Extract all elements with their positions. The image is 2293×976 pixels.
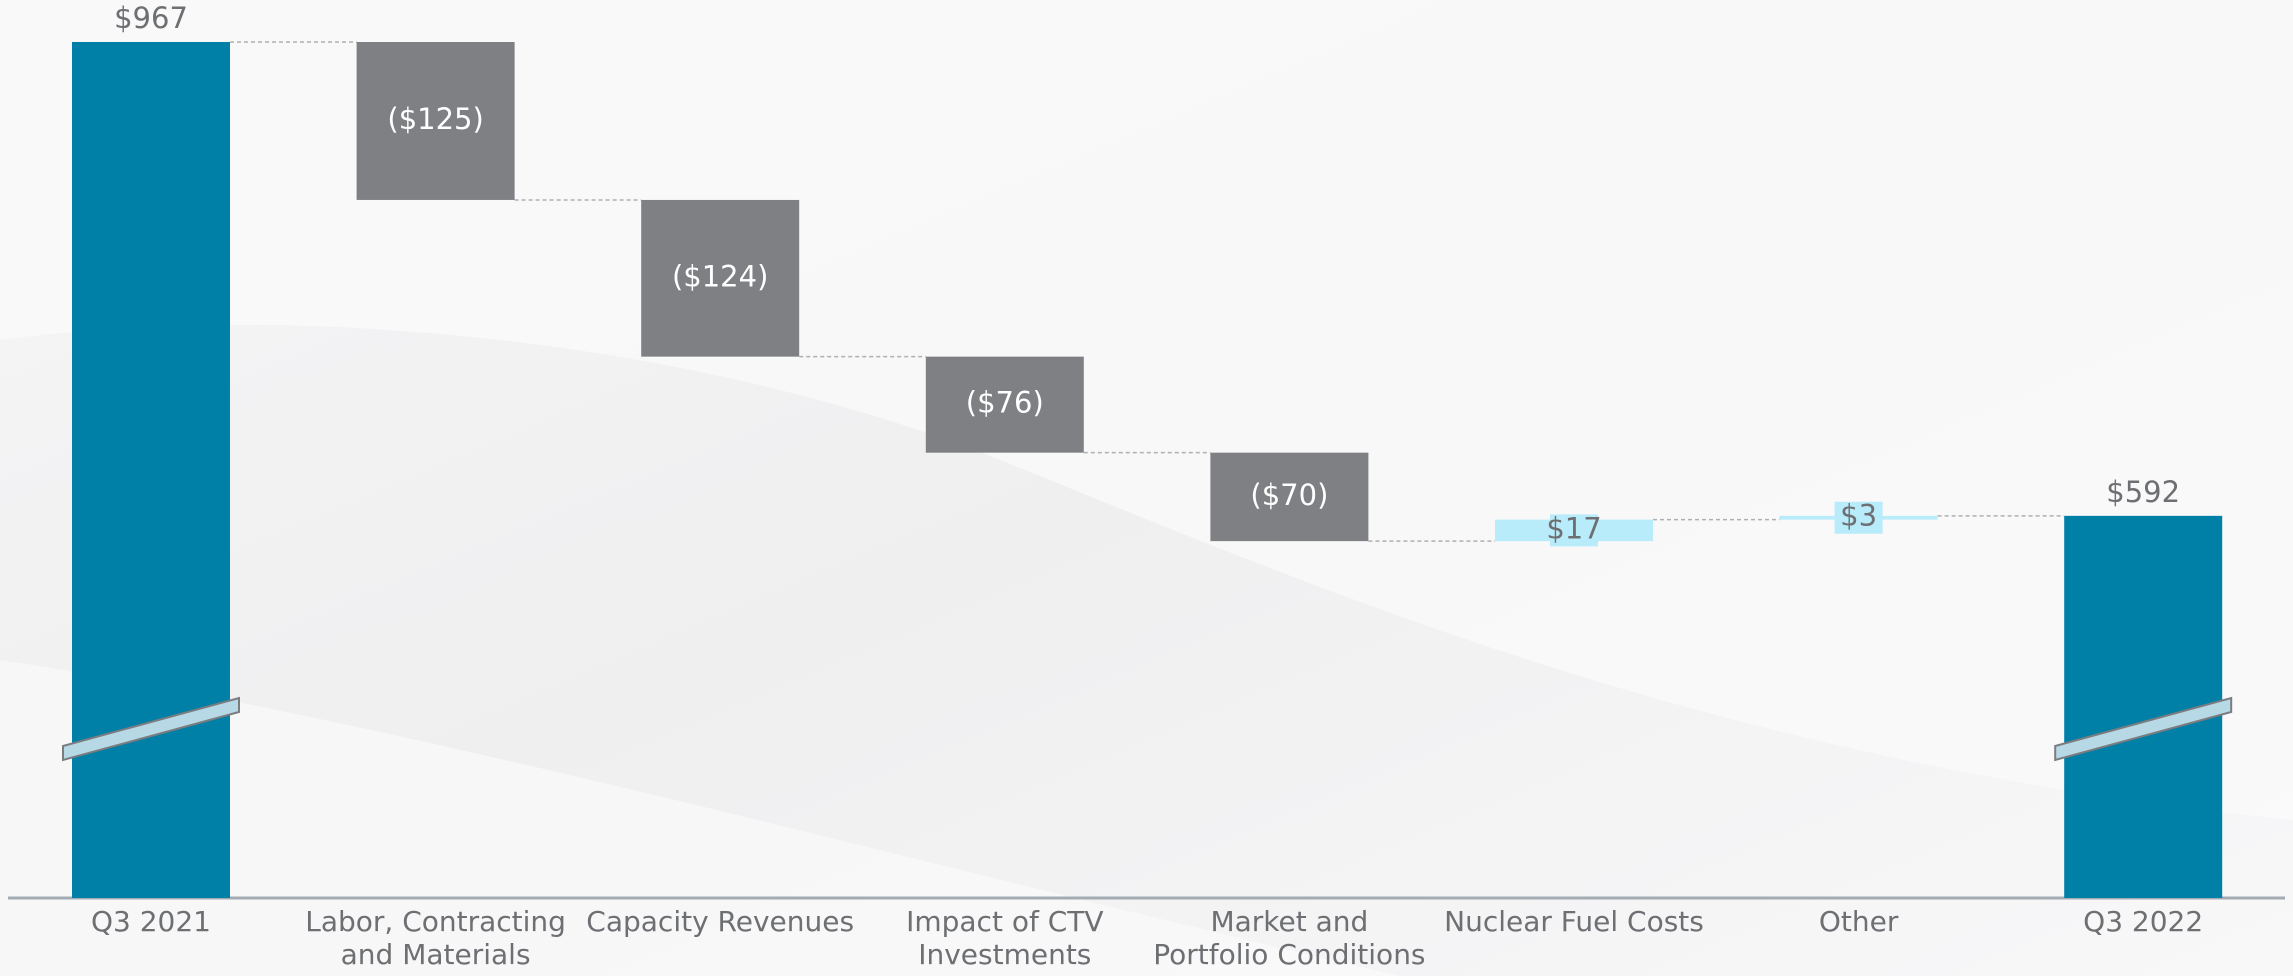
- value-label: ($125): [387, 102, 483, 136]
- value-label: $3: [1840, 499, 1877, 533]
- background-wave: [0, 0, 2293, 820]
- axis-break: [2054, 696, 2233, 762]
- axis-break: [62, 696, 240, 762]
- x-tick-label: Other: [1818, 905, 1899, 938]
- x-tick-label: Q3 2021: [90, 905, 211, 938]
- value-label: ($124): [672, 259, 768, 293]
- value-label: ($70): [1250, 478, 1328, 512]
- x-tick-label: Nuclear Fuel Costs: [1444, 905, 1704, 938]
- bar: [72, 42, 230, 898]
- value-label: $17: [1546, 511, 1601, 545]
- bar: [356, 42, 515, 200]
- label-box: [1834, 501, 1883, 534]
- value-label: ($76): [966, 386, 1044, 420]
- bar: [925, 356, 1084, 453]
- x-tick-label: Labor, Contracting and Materials: [305, 905, 566, 971]
- x-tick-label: Capacity Revenues: [586, 905, 855, 938]
- x-tick-label: Market and Portfolio Conditions: [1153, 905, 1426, 971]
- bar: [1210, 452, 1369, 542]
- value-label: $967: [114, 1, 188, 35]
- x-tick-label: Impact of CTV Investments: [906, 905, 1104, 971]
- bar: [641, 199, 800, 357]
- label-box: [1550, 514, 1598, 547]
- value-label: $592: [2106, 475, 2180, 509]
- x-tick-label: Q3 2022: [2083, 905, 2204, 938]
